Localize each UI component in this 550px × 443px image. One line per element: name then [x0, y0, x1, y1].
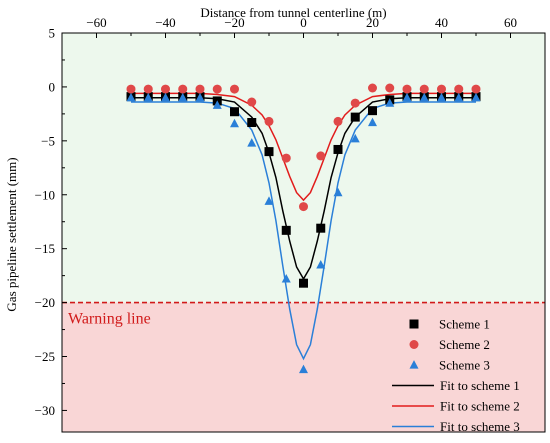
warning-line-label: Warning line: [68, 311, 151, 328]
y-tick-label: −20: [35, 295, 55, 310]
data-point-scheme-3: [402, 92, 412, 102]
series-3-points: [126, 92, 481, 374]
legend-label-6: Fit to scheme 3: [440, 419, 520, 434]
data-point-scheme-3: [368, 117, 377, 127]
data-point-scheme-3: [419, 92, 429, 102]
data-point-scheme-2: [247, 97, 257, 107]
data-point-scheme-2: [178, 84, 188, 94]
y-axis-title: Gas pipeline settlement (mm): [4, 157, 19, 311]
data-point-scheme-3: [471, 92, 481, 102]
x-axis-title: Distance from tunnel centerline (m): [200, 5, 386, 20]
data-point-scheme-2: [230, 84, 239, 94]
data-point-scheme-2: [299, 202, 308, 212]
x-tick-label: −40: [155, 15, 175, 30]
data-point-scheme-1: [230, 107, 239, 117]
data-point-scheme-3: [299, 364, 308, 374]
data-point-scheme-2: [402, 84, 412, 94]
x-tick-label: −60: [86, 15, 106, 30]
data-point-scheme-2: [212, 84, 222, 94]
series-2-points: [126, 83, 481, 212]
data-point-scheme-3: [143, 92, 153, 102]
data-point-scheme-2: [281, 153, 291, 163]
legend-label-5: Fit to scheme 2: [440, 399, 520, 414]
data-point-scheme-3: [247, 138, 257, 147]
data-point-scheme-2: [264, 116, 274, 126]
legend-symbol-1: [409, 319, 419, 329]
x-tick-label: 60: [504, 15, 517, 30]
data-point-scheme-2: [368, 83, 377, 93]
x-tick-label: −20: [224, 15, 244, 30]
x-tick-label: 20: [366, 15, 379, 30]
data-point-scheme-2: [437, 84, 446, 94]
data-point-scheme-3: [212, 100, 222, 109]
legend-label-3: Scheme 3: [439, 358, 490, 373]
data-point-scheme-1: [368, 106, 377, 116]
y-tick-label: −15: [35, 241, 55, 256]
data-point-scheme-2: [471, 84, 481, 94]
data-point-scheme-3: [161, 92, 170, 102]
data-point-scheme-3: [281, 274, 291, 283]
data-point-scheme-1: [316, 223, 326, 233]
data-point-scheme-2: [333, 116, 343, 126]
data-point-scheme-3: [350, 133, 360, 143]
data-point-scheme-2: [126, 84, 136, 94]
legend-label-4: Fit to scheme 1: [440, 378, 520, 393]
data-point-scheme-3: [195, 92, 205, 102]
y-tick-label: 0: [49, 79, 56, 94]
background-zone-0: [62, 33, 545, 303]
y-tick-label: 5: [49, 26, 56, 41]
data-point-scheme-3: [126, 92, 136, 102]
data-point-scheme-1: [264, 147, 274, 157]
legend-symbol-2: [409, 340, 419, 349]
x-tick-label: 40: [435, 15, 448, 30]
legend-label-1: Scheme 1: [439, 317, 490, 332]
fit-line-2: [131, 92, 476, 202]
data-point-scheme-2: [385, 83, 395, 93]
data-point-scheme-3: [385, 98, 395, 107]
data-point-scheme-2: [419, 84, 429, 94]
y-tick-label: −25: [35, 349, 55, 364]
data-point-scheme-3: [178, 92, 188, 102]
data-point-scheme-3: [454, 92, 464, 102]
legend-symbol-3: [409, 360, 419, 369]
data-point-scheme-1: [281, 225, 291, 235]
y-tick-label: −10: [35, 187, 55, 202]
data-point-scheme-2: [316, 151, 326, 161]
data-point-scheme-2: [161, 84, 170, 94]
data-point-scheme-1: [333, 144, 343, 154]
data-point-scheme-3: [333, 187, 343, 197]
x-tick-label: 0: [300, 15, 307, 30]
data-point-scheme-2: [143, 84, 153, 94]
y-tick-label: −30: [35, 403, 55, 418]
data-point-scheme-1: [299, 278, 308, 288]
data-point-scheme-2: [350, 98, 360, 108]
data-point-scheme-2: [454, 84, 464, 94]
data-point-scheme-3: [264, 196, 274, 205]
data-point-scheme-2: [195, 84, 205, 94]
data-point-scheme-3: [316, 259, 326, 269]
data-point-scheme-1: [247, 118, 257, 128]
data-point-scheme-3: [230, 118, 239, 128]
data-point-scheme-1: [350, 112, 360, 122]
legend-label-2: Scheme 2: [439, 337, 490, 352]
legend: Scheme 1 Scheme 2 Scheme 3 Fit to scheme 1 F…: [392, 317, 520, 434]
data-point-scheme-3: [437, 92, 446, 102]
y-tick-label: −5: [41, 133, 55, 148]
